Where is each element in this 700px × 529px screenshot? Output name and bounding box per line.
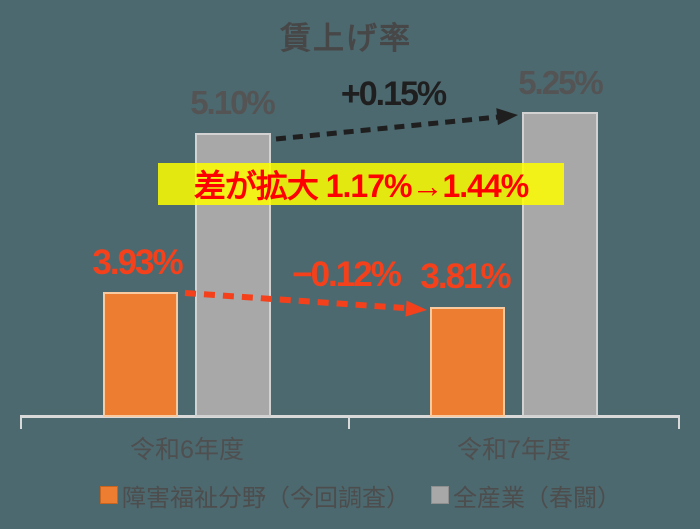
legend-item-all-industry: 全産業（春闘） — [431, 481, 621, 512]
legend-swatch-welfare-icon — [100, 486, 118, 504]
legend-label-all-industry: 全産業（春闘） — [453, 484, 621, 512]
x-axis-label-reiwa6: 令和6年度 — [130, 436, 244, 464]
bar-welfare-reiwa7 — [430, 307, 505, 417]
x-axis-label-reiwa7: 令和7年度 — [457, 436, 571, 464]
x-axis-line — [20, 415, 680, 418]
gap-highlight-text: 差が拡大 1.17%→1.44% — [193, 168, 529, 204]
x-axis-tick-left — [20, 416, 22, 429]
bar-welfare-reiwa6 — [103, 292, 178, 417]
legend-label-welfare: 障害福祉分野（今回調査） — [122, 484, 410, 512]
change-label-all-industry: +0.15% — [340, 75, 447, 113]
x-axis-tick-middle — [348, 416, 350, 429]
change-label-welfare: −0.12% — [292, 255, 402, 294]
value-label-welfare-r6: 3.93% — [92, 243, 183, 282]
chart-title: 賃上げ率 — [280, 21, 412, 56]
gap-highlight-box: 差が拡大 1.17%→1.44% — [158, 163, 564, 205]
legend-swatch-all-industry-icon — [431, 486, 449, 504]
value-label-all-industry-r7: 5.25% — [518, 64, 604, 101]
legend-item-welfare: 障害福祉分野（今回調査） — [100, 481, 410, 512]
bar-all-industry-reiwa7 — [522, 112, 598, 417]
x-axis-tick-right — [678, 416, 680, 429]
value-label-all-industry-r6: 5.10% — [190, 84, 276, 121]
value-label-welfare-r7: 3.81% — [420, 257, 511, 296]
